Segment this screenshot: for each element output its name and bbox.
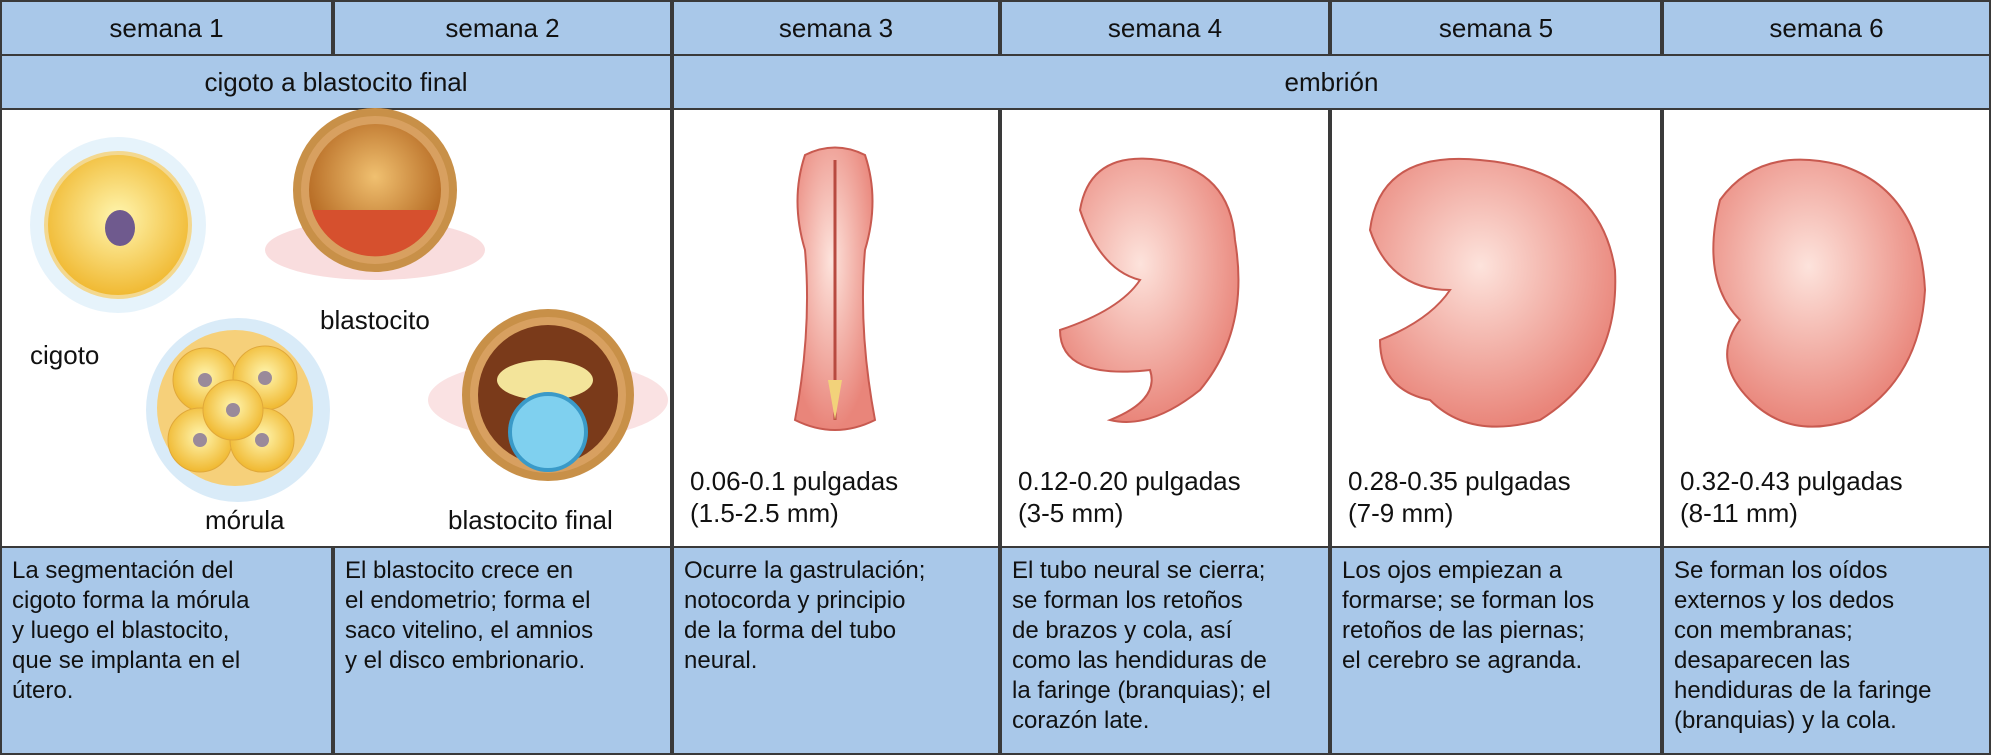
description-line: neural. xyxy=(684,647,758,674)
description: Los ojos empiezan a formarse; se forman l… xyxy=(1330,546,1662,755)
description-line: como las hendiduras de xyxy=(1012,647,1267,674)
zygote xyxy=(30,137,206,313)
embryo-week-4 xyxy=(1058,157,1240,423)
description: Ocurre la gastrulación; notocorda y princ… xyxy=(672,546,1000,755)
description-line: que se implanta en el xyxy=(12,647,241,674)
stage-label: blastocito final xyxy=(448,505,613,535)
size-mm: (8-11 mm) xyxy=(1680,498,1798,528)
embryo-week-5 xyxy=(1368,157,1617,428)
blastocyst xyxy=(265,108,485,280)
description-line: saco vitelino, el amnios xyxy=(345,617,594,644)
size-label: 0.32-0.43 pulgadas (8-11 mm) xyxy=(1680,465,1903,529)
week-header: semana 5 xyxy=(1330,0,1662,56)
size-inches: 0.28-0.35 pulgadas xyxy=(1348,466,1571,496)
description-line: el endometrio; forma el xyxy=(345,587,591,614)
stage-label: mórula xyxy=(205,505,285,535)
morula xyxy=(146,318,330,502)
description-line: con membranas; xyxy=(1674,617,1853,644)
group-header: embrión xyxy=(672,54,1991,110)
stage-label: cigoto xyxy=(30,340,100,370)
description-line: (branquias) y la cola. xyxy=(1674,707,1897,734)
description-line: cigoto forma la mórula xyxy=(12,587,250,614)
description-line: y el disco embrionario. xyxy=(345,647,586,674)
size-inches: 0.32-0.43 pulgadas xyxy=(1680,466,1903,496)
description-line: de brazos y cola, así xyxy=(1012,617,1233,644)
description-line: de la forma del tubo xyxy=(684,617,897,644)
description-line: externos y los dedos xyxy=(1674,587,1895,614)
description-line: Los ojos empiezan a xyxy=(1342,557,1563,584)
description-line: la faringe (branquias); el xyxy=(1012,677,1271,704)
size-inches: 0.06-0.1 pulgadas xyxy=(690,466,899,496)
description-line: Se forman los oídos xyxy=(1674,557,1888,584)
description: Se forman los oídos externos y los dedos c… xyxy=(1662,546,1991,755)
embryo-week-3 xyxy=(793,146,877,431)
description-line: La segmentación del xyxy=(12,557,234,584)
week-header: semana 1 xyxy=(0,0,333,56)
size-label: 0.12-0.20 pulgadas (3-5 mm) xyxy=(1018,465,1241,529)
size-inches: 0.12-0.20 pulgadas xyxy=(1018,466,1241,496)
description-line: desaparecen las xyxy=(1674,647,1851,674)
embryo-week-6 xyxy=(1712,158,1927,428)
group-header: cigoto a blastocito final xyxy=(0,54,672,110)
description-line: notocorda y principio xyxy=(684,587,906,614)
size-mm: (3-5 mm) xyxy=(1018,498,1124,528)
description-line: útero. xyxy=(12,677,74,704)
description-line: El tubo neural se cierra; xyxy=(1012,557,1266,584)
description-line: se forman los retoños xyxy=(1012,587,1243,614)
description-line: Ocurre la gastrulación; xyxy=(684,557,926,584)
description: El tubo neural se cierra; se forman los r… xyxy=(1000,546,1330,755)
description-line: retoños de las piernas; xyxy=(1342,617,1585,644)
description-line: formarse; se forman los xyxy=(1342,587,1595,614)
description: La segmentación del cigoto forma la mórul… xyxy=(0,546,333,755)
description-line: el cerebro se agranda. xyxy=(1342,647,1583,674)
week-header: semana 3 xyxy=(672,0,1000,56)
week-header: semana 4 xyxy=(1000,0,1330,56)
size-mm: (1.5-2.5 mm) xyxy=(690,498,839,528)
description-line: El blastocito crece en xyxy=(345,557,574,584)
week-header: semana 6 xyxy=(1662,0,1991,56)
description: El blastocito crece en el endometrio; for… xyxy=(333,546,672,755)
description-line: hendiduras de la faringe xyxy=(1674,677,1932,704)
description-line: corazón late. xyxy=(1012,707,1150,734)
stage-label: blastocito xyxy=(320,305,430,335)
description-line: y luego el blastocito, xyxy=(12,617,230,644)
size-label: 0.28-0.35 pulgadas (7-9 mm) xyxy=(1348,465,1571,529)
final-blastocyst xyxy=(428,309,668,481)
size-label: 0.06-0.1 pulgadas (1.5-2.5 mm) xyxy=(690,465,898,529)
size-mm: (7-9 mm) xyxy=(1348,498,1454,528)
